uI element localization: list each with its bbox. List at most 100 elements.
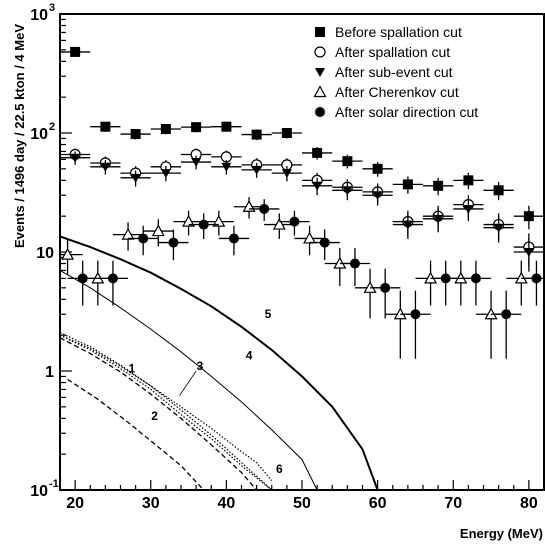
legend-item: After spallation cut bbox=[314, 44, 450, 60]
marker-filled-square bbox=[221, 121, 232, 132]
marker-filled-triangle-down bbox=[70, 153, 81, 163]
data-point bbox=[271, 128, 302, 139]
marker-filled-triangle-down bbox=[433, 214, 444, 224]
marker-filled-circle bbox=[138, 233, 149, 244]
marker-filled-square bbox=[191, 122, 202, 133]
data-point bbox=[521, 260, 544, 306]
marker-filled-circle bbox=[289, 216, 300, 227]
data-point bbox=[392, 213, 423, 239]
data-point bbox=[128, 225, 159, 256]
marker-filled-triangle-down bbox=[160, 169, 171, 179]
data-point bbox=[90, 121, 121, 132]
data-point bbox=[415, 260, 446, 306]
curve-2 bbox=[67, 378, 205, 490]
y-tick-label: 10 -1 bbox=[30, 478, 59, 500]
data-series bbox=[60, 46, 544, 359]
marker-open-circle bbox=[314, 46, 326, 58]
y-tick-label: 1 bbox=[45, 364, 54, 381]
curve-label-4: 4 bbox=[246, 348, 253, 362]
data-point bbox=[158, 229, 189, 261]
curve-extra-6 bbox=[60, 337, 258, 490]
data-point bbox=[120, 129, 151, 140]
marker-filled-square bbox=[523, 211, 534, 222]
marker-open-triangle-up bbox=[212, 214, 226, 227]
data-point bbox=[279, 210, 310, 236]
marker-filled-circle bbox=[501, 309, 512, 320]
data-point bbox=[460, 260, 492, 306]
legend-label: Before spallation cut bbox=[335, 24, 462, 40]
data-point bbox=[181, 148, 212, 162]
curve-6 bbox=[60, 334, 273, 481]
legend-label: After spallation cut bbox=[335, 44, 450, 60]
marker-filled-circle bbox=[259, 203, 270, 214]
marker-filled-square bbox=[281, 128, 292, 138]
x-tick-label: 20 bbox=[66, 495, 84, 512]
data-point bbox=[60, 151, 91, 165]
x-tick-label: 50 bbox=[293, 495, 311, 512]
curve-label-2: 2 bbox=[151, 409, 158, 423]
marker-filled-square bbox=[130, 129, 141, 140]
data-point bbox=[491, 290, 522, 359]
curve-labels: 1 2 3 4 5 6 bbox=[129, 307, 283, 476]
marker-filled-square bbox=[312, 147, 323, 158]
data-point bbox=[430, 260, 461, 306]
marker-filled-square bbox=[493, 185, 504, 196]
data-point bbox=[241, 129, 272, 141]
y-tick-label: 10 bbox=[36, 245, 54, 262]
data-point bbox=[264, 213, 295, 239]
y-tick-base: 10 bbox=[36, 245, 54, 262]
marker-filled-circle bbox=[410, 309, 421, 320]
data-point bbox=[513, 237, 544, 272]
series-3 bbox=[60, 151, 544, 272]
marker-open-triangle-up bbox=[182, 214, 196, 227]
data-point bbox=[339, 247, 371, 287]
data-point bbox=[82, 260, 113, 306]
marker-open-triangle-up bbox=[272, 217, 286, 230]
marker-filled-circle bbox=[77, 273, 88, 284]
marker-filled-square bbox=[372, 163, 383, 174]
curve-3 bbox=[60, 332, 273, 490]
curve-5 bbox=[60, 235, 379, 490]
x-tick-label: 60 bbox=[369, 495, 387, 512]
y-tick-exponent: 3 bbox=[49, 2, 55, 14]
data-point bbox=[173, 210, 204, 236]
curve-label-5: 5 bbox=[265, 307, 272, 321]
marker-filled-square bbox=[160, 124, 171, 135]
legend-item: After Cherenkov cut bbox=[313, 84, 459, 100]
data-point bbox=[188, 213, 219, 239]
data-point bbox=[271, 166, 302, 182]
y-tick-label: 10 3 bbox=[30, 2, 55, 24]
legend-label: After sub-event cut bbox=[335, 64, 453, 80]
data-point bbox=[362, 186, 393, 206]
data-point bbox=[385, 290, 416, 359]
data-point bbox=[211, 121, 242, 132]
data-point bbox=[370, 268, 401, 319]
marker-filled-triangle-down bbox=[402, 220, 413, 230]
y-axis-title: Events / 1496 day / 22.5 kton / 4 MeV bbox=[12, 24, 27, 248]
x-tick-label: 70 bbox=[444, 495, 462, 512]
legend: Before spallation cut After spallation cu… bbox=[313, 24, 478, 120]
marker-filled-circle bbox=[168, 237, 179, 248]
marker-filled-triangle-down bbox=[130, 173, 141, 183]
curve-4 bbox=[60, 269, 318, 490]
marker-filled-triangle-down bbox=[463, 204, 474, 214]
theory-curves bbox=[60, 235, 379, 490]
legend-item: After sub-event cut bbox=[315, 64, 453, 80]
data-point bbox=[392, 176, 423, 194]
marker-filled-square bbox=[402, 179, 413, 190]
y-tick-base: 10 bbox=[30, 7, 48, 24]
y-tick-base: 1 bbox=[45, 364, 54, 381]
legend-item: Before spallation cut bbox=[315, 24, 462, 40]
data-point bbox=[67, 260, 98, 306]
legend-item: After solar direction cut bbox=[315, 104, 478, 120]
data-point bbox=[332, 182, 363, 201]
data-point bbox=[483, 216, 514, 243]
marker-filled-triangle-down bbox=[372, 191, 383, 201]
marker-filled-triangle-down bbox=[312, 181, 323, 191]
marker-filled-circle bbox=[470, 273, 481, 284]
marker-open-triangle-up bbox=[121, 227, 135, 240]
data-point bbox=[90, 160, 121, 175]
data-point bbox=[181, 122, 212, 133]
marker-filled-square bbox=[315, 27, 325, 37]
